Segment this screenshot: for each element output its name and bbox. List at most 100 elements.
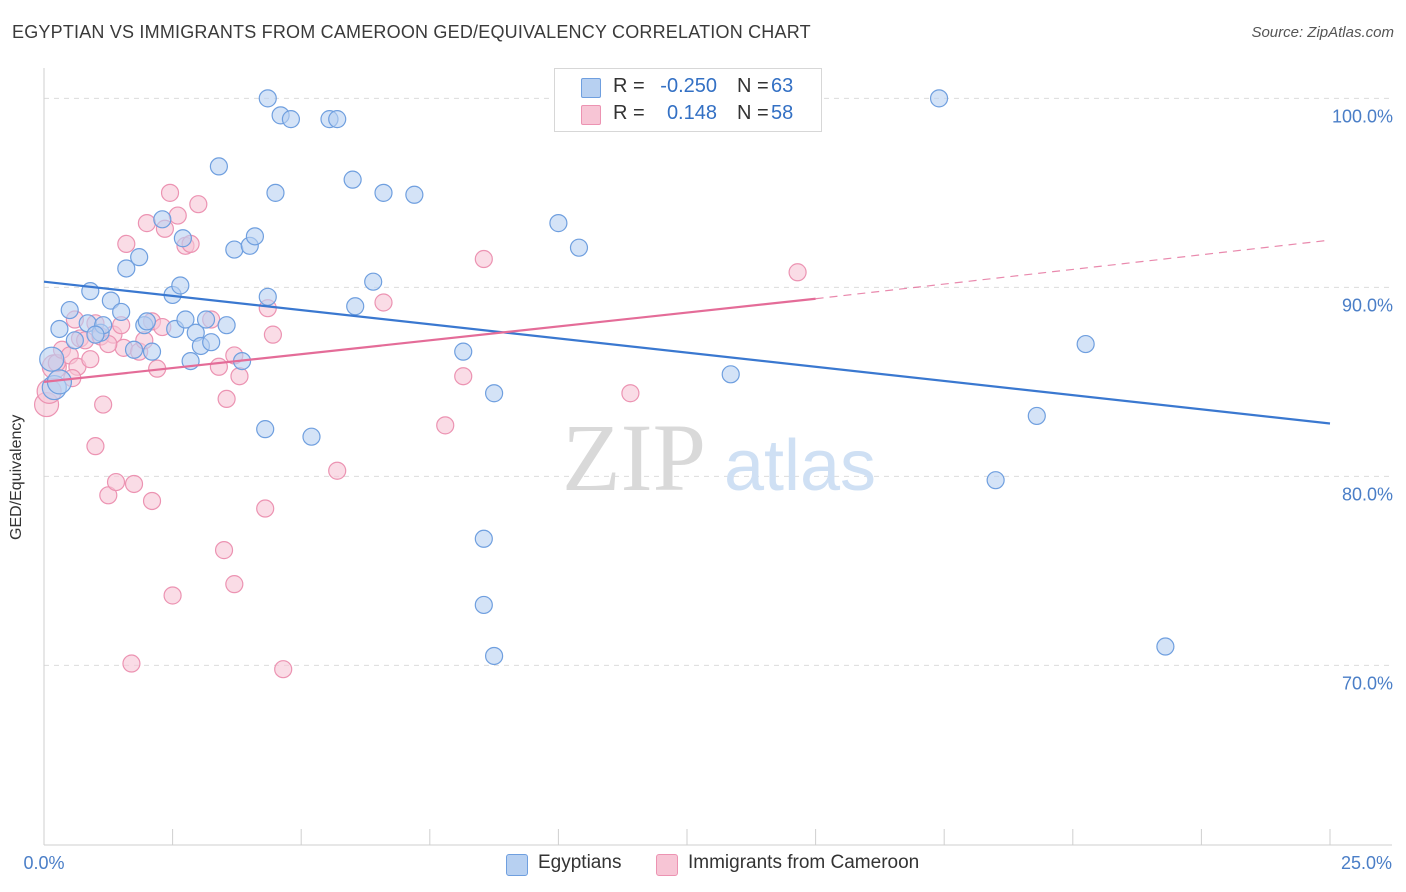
egyptians-point — [171, 276, 190, 295]
egyptians-point — [1076, 334, 1095, 354]
series-egyptians-points — [39, 89, 1175, 666]
watermark-atlas: atlas — [724, 426, 876, 506]
egyptians-point — [474, 595, 493, 615]
cameroon-point — [142, 491, 162, 511]
egyptians-point — [101, 291, 120, 310]
egyptians-point — [485, 384, 504, 403]
axes — [43, 68, 1392, 846]
cameroon-point — [209, 357, 228, 376]
y-tick-label: 100.0% — [1332, 106, 1393, 126]
cameroon-point — [106, 472, 126, 492]
egyptians-point — [202, 333, 221, 352]
egyptians-point — [266, 183, 285, 202]
egyptians-point — [137, 312, 156, 331]
x-tick-label-min: 0.0% — [23, 853, 64, 873]
bottom-legend-swatch-blue — [506, 854, 528, 876]
legend-r-label: R = — [613, 75, 645, 97]
egyptians-point — [281, 110, 301, 129]
cameroon-point — [454, 367, 473, 386]
egyptians-point — [112, 302, 131, 322]
egyptians-point — [1156, 637, 1175, 656]
egyptians-trend-line — [43, 280, 1331, 425]
tick-labels: 70.0% 80.0% 90.0% 100.0% 0.0% 25.0% — [23, 106, 1393, 873]
cameroon-point — [230, 367, 249, 386]
legend-n-value: 58 — [771, 102, 794, 124]
egyptians-point — [328, 110, 347, 129]
cameroon-point — [256, 499, 275, 518]
cameroon-point — [621, 384, 640, 403]
egyptians-point — [549, 214, 568, 233]
legend-r-value: -0.250 — [660, 75, 717, 97]
bottom-legend-swatch-pink — [656, 854, 678, 876]
legend-swatch-pink — [581, 105, 601, 125]
legend-n-label: N = — [737, 75, 769, 97]
legend-n-value: 63 — [771, 75, 794, 97]
cameroon-trend-extension — [815, 239, 1331, 300]
egyptians-point — [302, 427, 321, 446]
cameroon-point — [474, 249, 493, 269]
egyptians-point — [217, 316, 236, 335]
y-tick-label: 70.0% — [1342, 673, 1393, 693]
watermark-zip: ZIP — [562, 404, 706, 511]
cameroon-point — [81, 350, 100, 369]
trend-lines — [43, 239, 1331, 425]
egyptians-point — [721, 365, 740, 384]
egyptians-point — [39, 346, 65, 372]
source-label: Source: ZipAtlas.com — [1251, 24, 1394, 41]
correlation-legend: R = -0.250 N = 63 R = 0.148 N = 58 — [554, 68, 822, 132]
egyptians-point — [364, 272, 383, 291]
egyptians-point — [258, 287, 277, 306]
legend-r-value: 0.148 — [666, 102, 717, 124]
egyptians-point — [142, 342, 162, 361]
cameroon-point — [160, 183, 180, 202]
egyptians-point — [405, 185, 424, 204]
egyptians-point — [196, 310, 216, 329]
cameroon-point — [117, 234, 136, 254]
cameroon-point — [225, 575, 244, 594]
y-tick-label: 90.0% — [1342, 295, 1393, 315]
egyptians-point — [474, 529, 493, 548]
egyptians-point — [86, 325, 105, 344]
series-cameroon-points — [33, 89, 807, 679]
cameroon-point — [374, 293, 393, 312]
egyptians-point — [258, 89, 277, 108]
bottom-legend-label: Immigrants from Cameroon — [688, 852, 920, 873]
chart-title: EGYPTIAN VS IMMIGRANTS FROM CAMEROON GED… — [12, 22, 811, 42]
cameroon-point — [217, 389, 236, 409]
cameroon-point — [436, 416, 455, 435]
cameroon-point — [788, 263, 807, 282]
cameroon-point — [94, 395, 113, 414]
cameroon-point — [137, 214, 156, 233]
egyptians-point — [245, 227, 265, 246]
egyptians-point — [1027, 406, 1046, 426]
y-tick-label: 80.0% — [1342, 484, 1393, 504]
cameroon-point — [163, 586, 182, 605]
cameroon-point — [86, 437, 105, 456]
egyptians-point — [256, 420, 275, 439]
egyptians-point — [173, 229, 192, 248]
watermark: ZIP atlas — [562, 404, 876, 511]
egyptians-point — [117, 259, 136, 278]
cameroon-point — [328, 461, 347, 480]
egyptians-point — [374, 183, 393, 202]
bottom-legend-label: Egyptians — [538, 852, 622, 873]
egyptians-point — [130, 248, 149, 267]
egyptians-point — [50, 319, 69, 339]
egyptians-point — [225, 240, 244, 259]
x-tick-label-max: 25.0% — [1341, 853, 1392, 873]
cameroon-trend-line — [43, 297, 816, 383]
egyptians-point — [343, 170, 362, 189]
cameroon-point — [214, 541, 234, 560]
egyptians-point — [986, 471, 1005, 490]
cameroon-point — [124, 474, 144, 494]
cameroon-point — [189, 195, 208, 214]
cameroon-point — [274, 660, 293, 679]
egyptians-point — [485, 646, 504, 666]
egyptians-point — [569, 238, 589, 257]
legend-swatch-blue — [581, 78, 601, 98]
egyptians-point — [153, 210, 172, 229]
egyptians-point — [124, 340, 144, 359]
legend-n-label: N = — [737, 102, 769, 124]
egyptians-point — [60, 300, 79, 320]
